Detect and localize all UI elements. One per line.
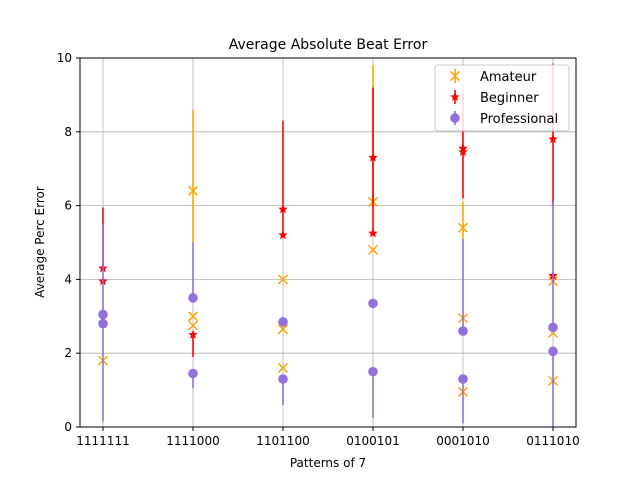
- amateur-point-stroke: [277, 362, 289, 373]
- amateur-point-stroke: [187, 320, 199, 331]
- beginner-point: [548, 134, 558, 144]
- amateur-point-stroke: [457, 222, 469, 233]
- beginner-point: [278, 230, 288, 240]
- professional-point: [278, 374, 288, 384]
- series-layer: [97, 63, 559, 427]
- professional-point: [98, 318, 108, 329]
- professional-point: [548, 346, 558, 357]
- beginner-point: [278, 204, 288, 214]
- amateur-point-stroke: [277, 274, 289, 285]
- y-tick-label: 8: [64, 125, 72, 139]
- legend-box: [434, 64, 570, 132]
- plot-frame: [79, 57, 577, 428]
- axes: 0 2 4 6 8 10 1111111 1111000 1101100 0100101 00010…: [57, 51, 580, 448]
- professional-point: [98, 309, 108, 320]
- y-tick-label: 4: [64, 272, 72, 286]
- professional-point: [188, 368, 198, 379]
- series-professional: [98, 201, 558, 427]
- beginner-point: [368, 152, 378, 162]
- legend-label-amateur: Amateur: [480, 70, 537, 85]
- legend-label-beginner: Beginner: [480, 91, 539, 106]
- professional-point: [548, 322, 558, 333]
- y-tick-label: 10: [57, 51, 72, 65]
- amateur-point: [187, 311, 199, 322]
- professional-point: [278, 317, 288, 327]
- beginner-point: [368, 228, 378, 238]
- professional-point: [458, 326, 468, 336]
- beginner-point: [458, 147, 468, 157]
- y-tick-label: 0: [64, 420, 72, 434]
- x-tick-label: 0111010: [526, 434, 579, 448]
- amateur-point-stroke: [187, 185, 199, 196]
- professional-point: [368, 298, 378, 309]
- amateur-point: [277, 362, 289, 373]
- chart-title: Average Absolute Beat Error: [229, 37, 428, 53]
- amateur-point: [457, 222, 469, 233]
- y-tick-label: 2: [64, 346, 72, 360]
- amateur-point-stroke: [187, 311, 199, 322]
- professional-point: [458, 374, 468, 384]
- x-tick-label: 0001010: [436, 434, 489, 448]
- y-axis-label: Average Perc Error: [33, 186, 47, 298]
- x-tick-label: 1101100: [256, 434, 309, 448]
- legend-marker-beginner: [450, 92, 460, 102]
- x-tick-label: 0100101: [346, 434, 399, 448]
- beginner-point: [188, 329, 198, 339]
- legend: Amateur Beginner Professional: [434, 64, 570, 132]
- professional-point: [368, 366, 378, 377]
- amateur-point: [187, 185, 199, 196]
- legend-marker-professional: [450, 113, 460, 123]
- x-tick-label: 1111000: [166, 434, 219, 448]
- x-axis-label: Patterns of 7: [290, 456, 366, 470]
- amateur-point: [187, 320, 199, 331]
- amateur-point-stroke: [277, 324, 289, 335]
- x-tick-label: 1111111: [76, 434, 129, 448]
- legend-marker-amateur-stroke: [449, 70, 461, 82]
- amateur-point: [367, 244, 379, 255]
- amateur-point: [277, 324, 289, 335]
- legend-label-professional: Professional: [480, 112, 558, 127]
- amateur-point-stroke: [367, 244, 379, 255]
- amateur-point: [277, 274, 289, 285]
- legend-marker-amateur: [449, 70, 461, 82]
- professional-point: [188, 293, 198, 303]
- y-tick-label: 6: [64, 199, 72, 213]
